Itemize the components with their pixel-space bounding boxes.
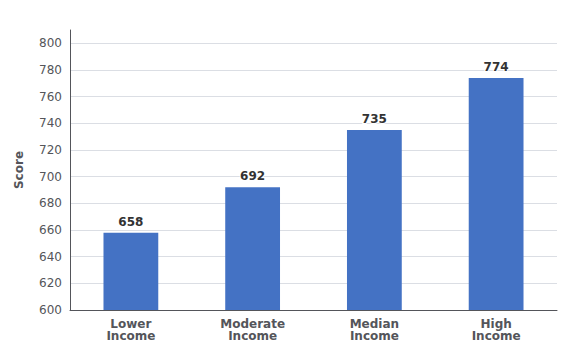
svg-text:620: 620 — [39, 276, 62, 290]
svg-text:Income: Income — [472, 329, 521, 343]
svg-text:780: 780 — [39, 63, 62, 77]
svg-text:680: 680 — [39, 196, 62, 210]
svg-text:800: 800 — [39, 36, 62, 50]
svg-text:774: 774 — [484, 60, 509, 74]
svg-text:Income: Income — [228, 329, 277, 343]
svg-text:720: 720 — [39, 143, 62, 157]
svg-text:Moderate: Moderate — [220, 317, 285, 331]
svg-text:High: High — [480, 317, 512, 331]
svg-text:640: 640 — [39, 250, 62, 264]
svg-text:600: 600 — [39, 303, 62, 317]
svg-text:Score: Score — [12, 151, 26, 189]
svg-text:Income: Income — [106, 329, 155, 343]
svg-text:740: 740 — [39, 116, 62, 130]
svg-text:658: 658 — [118, 215, 143, 229]
svg-text:760: 760 — [39, 90, 62, 104]
svg-text:Median: Median — [349, 317, 400, 331]
svg-text:692: 692 — [240, 169, 265, 183]
svg-text:660: 660 — [39, 223, 62, 237]
svg-text:Income: Income — [350, 329, 399, 343]
svg-text:735: 735 — [362, 112, 387, 126]
svg-text:700: 700 — [39, 170, 62, 184]
svg-text:Lower: Lower — [110, 317, 152, 331]
